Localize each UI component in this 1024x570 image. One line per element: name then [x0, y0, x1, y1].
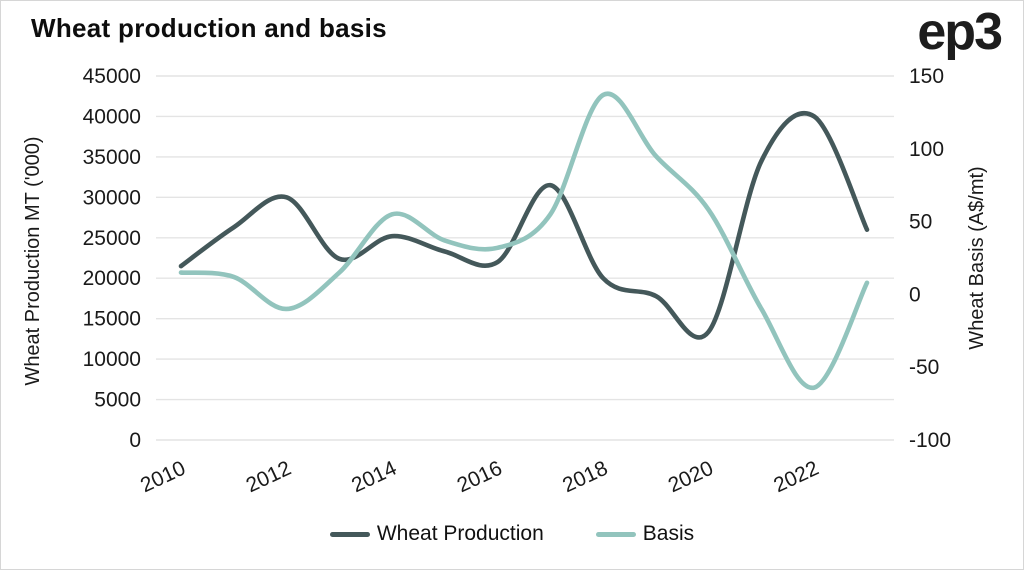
left-axis-tick-label: 15000	[83, 308, 141, 331]
x-axis-tick-label: 2022	[770, 457, 822, 498]
left-axis-tick-label: 35000	[83, 146, 141, 169]
right-axis-tick-label: -100	[909, 429, 951, 452]
left-axis-tick-label: 45000	[83, 65, 141, 88]
left-axis-tick-label: 25000	[83, 227, 141, 250]
basis-line	[178, 91, 870, 390]
wheat-production-line-swatch	[329, 531, 370, 537]
left-axis-tick-label: 20000	[83, 267, 141, 290]
x-axis-tick-label: 2014	[348, 457, 400, 498]
right-axis-title: Wheat Basis (A$/mt)	[966, 166, 988, 349]
ep3-logo: ep3	[917, 3, 1003, 61]
right-axis-tick-label: 0	[909, 283, 921, 306]
left-axis-tick-label: 0	[129, 429, 141, 452]
x-axis-tick-label: 2020	[665, 457, 717, 498]
wheat-production-line	[178, 110, 870, 340]
chart-canvas: 0 5000 10000 15000 20000 25000 30000 35000 40000…	[22, 65, 988, 498]
right-axis-tick-label: 100	[909, 138, 944, 161]
left-axis-tick-label: 10000	[83, 348, 141, 371]
right-axis-tick-label: 150	[909, 65, 944, 88]
x-axis-tick-label: 2018	[559, 457, 611, 498]
left-axis-tick-label: 30000	[83, 186, 141, 209]
chart-title: Wheat production and basis	[31, 13, 387, 43]
legend-label-wheat-production: Wheat Production	[376, 522, 544, 545]
right-axis-tick-label: -50	[909, 356, 939, 379]
legend-item-wheat-production: Wheat Production	[329, 522, 544, 546]
x-axis-tick-label: 2012	[243, 457, 295, 498]
legend-item-basis: Basis	[595, 522, 695, 546]
basis-line-swatch	[595, 531, 636, 537]
legend-label-basis: Basis	[642, 522, 695, 545]
left-axis-tick-label: 5000	[94, 389, 141, 412]
left-axis-title: Wheat Production MT ('000)	[22, 136, 44, 385]
x-axis-tick-label: 2010	[137, 457, 189, 498]
right-axis-tick-label: 50	[909, 211, 932, 234]
left-axis-tick-label: 40000	[83, 105, 141, 128]
x-axis-tick-label: 2016	[454, 457, 506, 498]
legend: Wheat Production Basis	[1, 522, 1023, 546]
